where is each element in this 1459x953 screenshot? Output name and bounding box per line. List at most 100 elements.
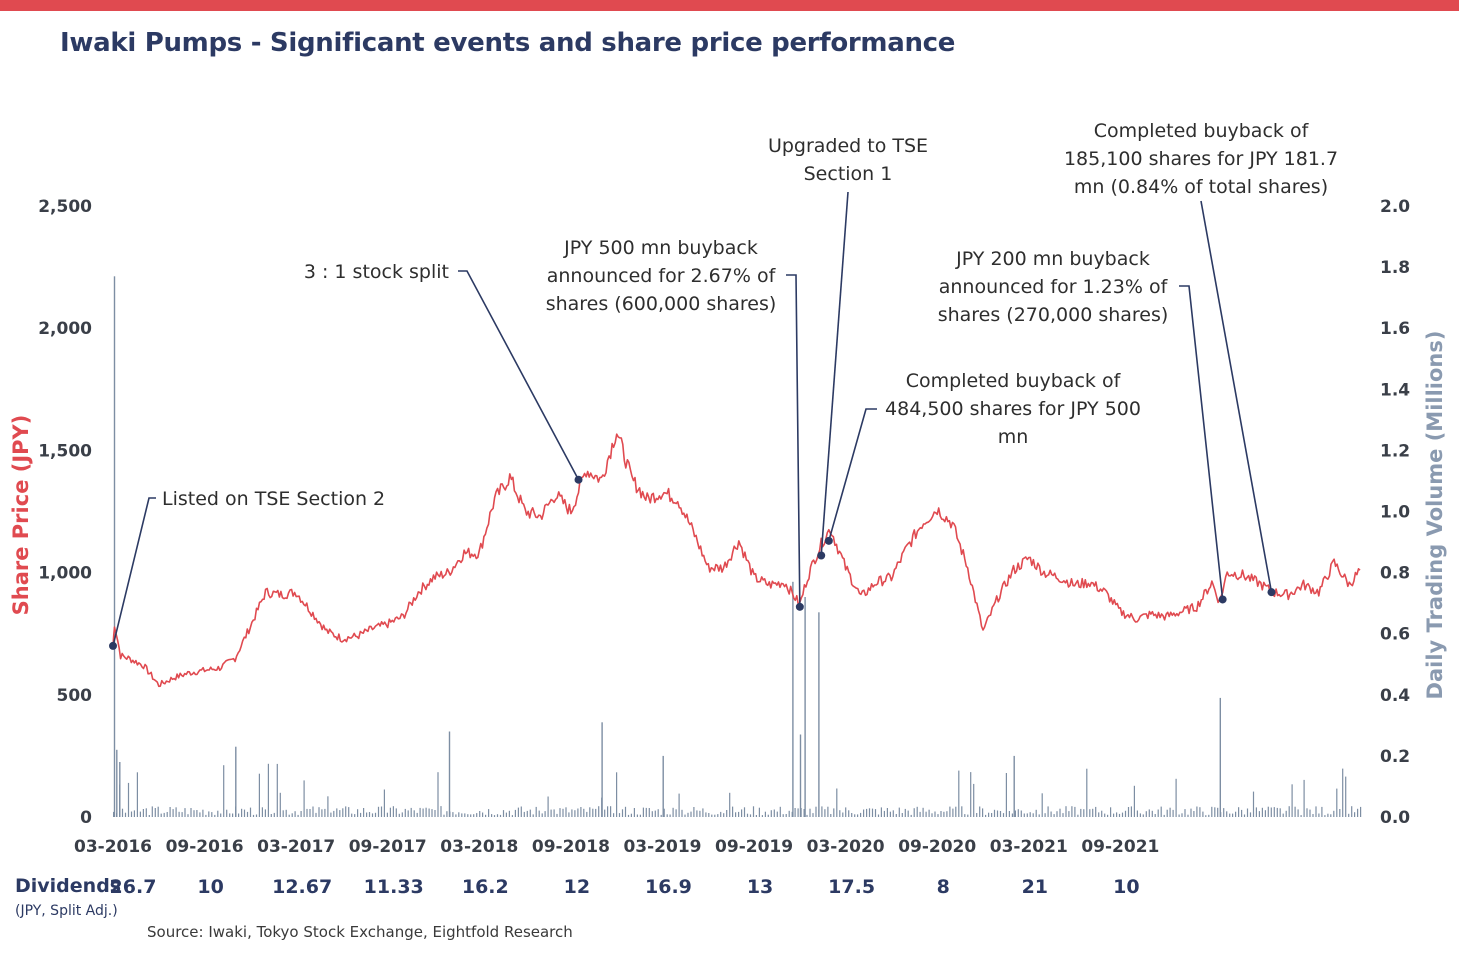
volume-bar xyxy=(1116,812,1118,817)
volume-bar xyxy=(491,814,493,817)
y-right-tick: 0.0 xyxy=(1380,808,1410,828)
volume-bar xyxy=(1178,814,1180,817)
volume-bar xyxy=(410,807,412,817)
volume-bar xyxy=(404,808,406,817)
volume-bar xyxy=(996,810,999,817)
volume-bar xyxy=(854,814,856,817)
volume-bar xyxy=(794,808,796,817)
volume-bar xyxy=(860,812,862,817)
volume-bar xyxy=(636,814,638,817)
volume-bar xyxy=(145,808,147,817)
volume-bar xyxy=(1267,806,1269,817)
volume-bar xyxy=(288,814,290,817)
volume-bar xyxy=(261,807,263,817)
volume-bar xyxy=(1282,813,1284,817)
volume-bar xyxy=(681,809,683,817)
volume-bar xyxy=(1229,813,1231,817)
volume-bar xyxy=(657,809,659,817)
volume-bar xyxy=(904,808,906,817)
volume-bar xyxy=(279,792,281,817)
y-right-tick: 0.6 xyxy=(1380,625,1410,645)
volume-bar xyxy=(1005,773,1007,817)
volume-bar xyxy=(976,813,978,817)
volume-bar xyxy=(651,811,653,817)
dividend-value: 12 xyxy=(564,876,590,898)
volume-bar xyxy=(967,814,969,817)
volume-bar xyxy=(1029,812,1031,817)
volume-bar xyxy=(1068,811,1070,817)
volume-bar xyxy=(1139,813,1141,817)
dividend-value: 10 xyxy=(197,876,223,898)
volume-bar xyxy=(425,807,427,817)
volume-bar xyxy=(961,806,963,817)
volume-bar xyxy=(1020,810,1022,817)
volume-bar xyxy=(470,814,472,817)
volume-bar xyxy=(1193,811,1195,817)
volume-bar xyxy=(1264,810,1266,817)
volume-bar xyxy=(401,812,403,817)
volume-bar xyxy=(1023,813,1025,817)
volume-bar xyxy=(413,810,415,817)
volume-spike xyxy=(662,755,664,817)
volume-bar xyxy=(1121,812,1124,817)
volume-bar xyxy=(991,813,993,817)
volume-bar xyxy=(892,810,894,817)
volume-bar xyxy=(931,813,933,817)
volume-bar xyxy=(1172,809,1174,817)
annotation-completed185: 185,100 shares for JPY 181.7 xyxy=(1064,148,1338,170)
y-left-tick: 1,500 xyxy=(38,441,92,461)
event-marker xyxy=(795,602,804,611)
volume-bar xyxy=(282,810,284,817)
volume-bar xyxy=(1160,806,1162,817)
volume-bar xyxy=(1226,811,1228,817)
volume-bar xyxy=(1038,814,1040,817)
volume-bar xyxy=(937,814,939,817)
volume-bar xyxy=(982,808,984,817)
volume-bar xyxy=(1142,814,1144,817)
volume-bar xyxy=(592,808,594,817)
x-tick: 09-2017 xyxy=(349,837,427,857)
annotation-buyback500: announced for 2.67% of xyxy=(547,265,777,287)
volume-bar xyxy=(726,810,728,817)
volume-bar xyxy=(1053,814,1055,817)
volume-bar xyxy=(764,811,766,817)
volume-bar xyxy=(743,807,746,817)
event-marker xyxy=(824,536,833,545)
volume-bar xyxy=(755,815,757,817)
volume-bar xyxy=(1077,814,1079,817)
volume-bar xyxy=(1151,810,1153,817)
volume-bar xyxy=(916,806,918,817)
volume-bar xyxy=(541,813,543,817)
volume-bar xyxy=(366,812,368,817)
volume-bar xyxy=(1014,810,1016,817)
source-note: Source: Iwaki, Tokyo Stock Exchange, Eig… xyxy=(147,923,573,941)
volume-bar xyxy=(1050,811,1052,817)
volume-bar xyxy=(925,811,927,817)
event-marker xyxy=(1218,595,1227,604)
x-tick: 03-2018 xyxy=(440,837,518,857)
volume-bar xyxy=(124,812,127,817)
volume-bar xyxy=(985,814,987,817)
volume-bar xyxy=(827,806,829,817)
volume-bar xyxy=(496,814,499,817)
volume-bar xyxy=(1357,808,1359,817)
volume-bar xyxy=(294,811,296,817)
volume-bar xyxy=(877,814,880,817)
volume-bar xyxy=(1098,812,1100,817)
dividend-value: 8 xyxy=(937,876,950,898)
x-tick: 03-2020 xyxy=(807,837,885,857)
annotation-completed185: mn (0.84% of total shares) xyxy=(1074,176,1328,198)
volume-bar xyxy=(672,807,674,817)
volume-bar xyxy=(297,814,299,817)
volume-bar xyxy=(639,814,641,817)
volume-bar xyxy=(1154,814,1156,817)
volume-bar xyxy=(616,772,618,817)
volume-bar xyxy=(544,811,546,817)
volume-bar xyxy=(580,807,582,817)
volume-bar xyxy=(499,814,502,817)
volume-bar xyxy=(770,810,772,817)
volume-bar xyxy=(479,811,481,817)
volume-bar xyxy=(761,815,763,817)
volume-bar xyxy=(1196,806,1198,817)
volume-bar xyxy=(1303,779,1305,817)
